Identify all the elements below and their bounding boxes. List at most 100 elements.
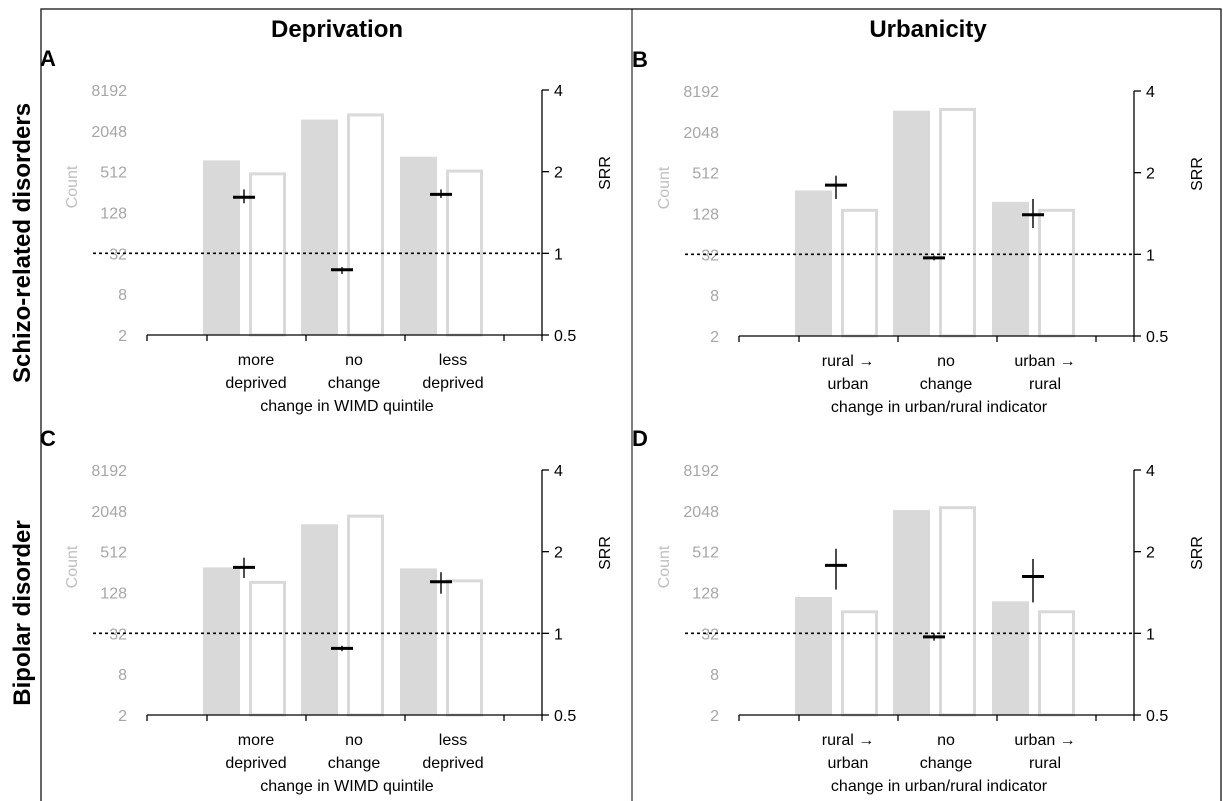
category-label: no	[345, 732, 363, 749]
left-tick-label: 8	[710, 288, 719, 305]
category-label: urban	[828, 376, 869, 393]
column-title-urbanicity: Urbanicity	[869, 16, 987, 43]
category-label: rural →	[822, 732, 874, 749]
srr-axis-label: SRR	[597, 156, 614, 190]
category-label: rural	[1029, 376, 1061, 393]
right-tick-label: 2	[554, 545, 563, 562]
count-bar-filled	[301, 119, 338, 335]
right-tick-label: 2	[1146, 166, 1155, 183]
left-tick-label: 512	[692, 545, 719, 562]
count-axis-label: Count	[64, 545, 81, 588]
count-bar-filled	[992, 201, 1029, 336]
count-bar-filled	[400, 568, 437, 715]
category-label: urban →	[1014, 732, 1075, 749]
right-tick-label: 2	[1146, 545, 1155, 562]
panel-a: A 2 8 32 128 512 2048 8192 0.5 1 2 4 Count SRR more dep…	[40, 46, 614, 415]
category-label: change	[920, 376, 973, 393]
right-tick-label: 4	[1146, 463, 1155, 480]
right-tick-label: 1	[554, 626, 563, 643]
left-tick-label: 512	[692, 166, 719, 183]
count-bar-outline	[1038, 208, 1075, 338]
category-label: deprived	[422, 375, 483, 392]
left-tick-label: 2	[710, 329, 719, 346]
right-tick-label: 1	[1146, 626, 1155, 643]
category-label: rural →	[822, 353, 874, 370]
count-bar-outline	[249, 172, 286, 337]
right-tick-label: 4	[554, 83, 563, 100]
left-tick-label: 8192	[683, 84, 719, 101]
right-tick-label: 1	[554, 246, 563, 263]
left-tick-label: 128	[692, 207, 719, 224]
count-bar-filled	[893, 510, 930, 715]
srr-axis-label: SRR	[1189, 157, 1206, 191]
count-bar-filled	[301, 524, 338, 715]
count-bar-outline	[446, 169, 483, 337]
category-label: more	[238, 352, 275, 369]
right-tick-label: 1	[1146, 247, 1155, 264]
category-label: less	[439, 352, 467, 369]
x-axis-title: change in WIMD quintile	[260, 398, 434, 415]
category-label: no	[345, 352, 363, 369]
count-bar-filled	[992, 601, 1029, 715]
category-label: rural	[1029, 755, 1061, 772]
count-bar-outline	[841, 208, 878, 338]
count-bar-filled	[795, 190, 832, 336]
x-axis-title: change in urban/rural indicator	[831, 399, 1048, 416]
category-label: change	[920, 755, 973, 772]
left-tick-label: 128	[100, 206, 127, 223]
category-label: change	[328, 755, 381, 772]
left-tick-label: 8192	[683, 463, 719, 480]
left-tick-label: 8	[118, 667, 127, 684]
left-tick-label: 512	[100, 165, 127, 182]
panel-letter: D	[632, 426, 648, 451]
panel-d: D 2 8 32 128 512 2048 8192 0.5 1 2 4 Count SRR rural →…	[632, 426, 1206, 795]
panel-c: C 2 8 32 128 512 2048 8192 0.5 1 2 4 Count SRR more dep…	[40, 426, 614, 795]
panel-letter: C	[40, 426, 56, 451]
row-title-schizo: Schizo-related disorders	[9, 103, 36, 383]
count-bar-outline	[347, 113, 384, 337]
left-tick-label: 2048	[91, 124, 127, 141]
row-title-bipolar: Bipolar disorder	[9, 520, 36, 705]
left-tick-label: 32	[109, 626, 127, 643]
x-axis-title: change in urban/rural indicator	[831, 778, 1048, 795]
left-tick-label: 128	[692, 586, 719, 603]
left-tick-label: 8	[710, 667, 719, 684]
left-tick-label: 128	[100, 586, 127, 603]
count-axis-label: Count	[656, 545, 673, 588]
left-tick-label: 8192	[91, 463, 127, 480]
left-tick-label: 2	[710, 708, 719, 725]
right-tick-label: 4	[1146, 84, 1155, 101]
right-tick-label: 0.5	[554, 708, 576, 725]
category-label: no	[937, 353, 955, 370]
left-tick-label: 2048	[91, 504, 127, 521]
count-bar-filled	[203, 160, 240, 335]
panel-b: B 2 8 32 128 512 2048 8192 0.5 1 2 4 Count SRR rural →…	[632, 47, 1206, 416]
count-bar-outline	[1038, 610, 1075, 717]
srr-axis-label: SRR	[1189, 536, 1206, 570]
left-tick-label: 32	[701, 247, 719, 264]
left-tick-label: 32	[109, 246, 127, 263]
left-tick-label: 512	[100, 545, 127, 562]
category-label: change	[328, 375, 381, 392]
srr-axis-label: SRR	[597, 536, 614, 570]
count-bar-filled	[893, 110, 930, 336]
right-tick-label: 0.5	[1146, 708, 1168, 725]
left-tick-label: 8	[118, 287, 127, 304]
category-label: less	[439, 732, 467, 749]
count-bar-filled	[795, 596, 832, 715]
count-bar-outline	[841, 610, 878, 717]
category-label: deprived	[422, 755, 483, 772]
right-tick-label: 0.5	[1146, 329, 1168, 346]
count-bar-outline	[939, 107, 976, 338]
count-bar-filled	[400, 156, 437, 335]
left-tick-label: 2	[118, 708, 127, 725]
right-tick-label: 0.5	[554, 328, 576, 345]
right-tick-label: 2	[554, 165, 563, 182]
left-tick-label: 2048	[683, 125, 719, 142]
left-tick-label: 32	[701, 626, 719, 643]
count-axis-label: Count	[656, 166, 673, 209]
count-bar-outline	[249, 580, 286, 717]
panel-letter: B	[632, 47, 648, 72]
figure-frame	[40, 8, 1222, 801]
